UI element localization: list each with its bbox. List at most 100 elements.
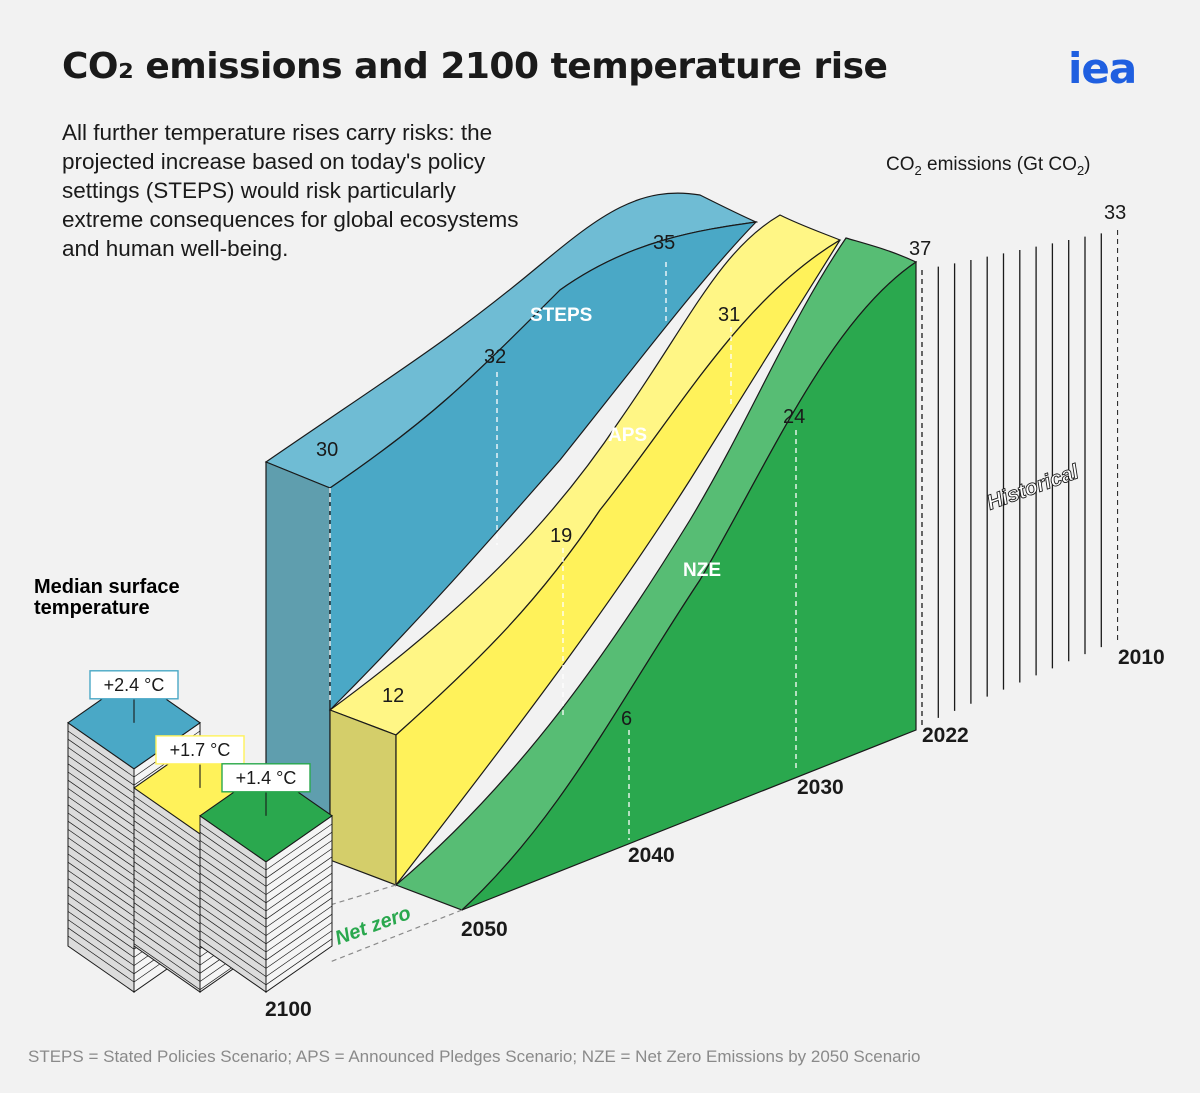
aps-front-face [395,239,841,887]
stack-layer-line [67,804,135,852]
year-2022: 2022 [922,724,969,747]
temp-label-box [89,670,179,700]
stack-layer-line [199,930,267,977]
label-aps: APS [608,425,647,446]
page-subtitle: All further temperature rises carry risk… [62,120,519,261]
stack-layer-line [67,845,135,893]
stack-layer-line [133,902,201,949]
y-axis-label-sub-1: 2 [915,163,922,178]
temp-label-box [155,735,245,765]
iea-logo: iea [1068,44,1137,93]
value-steps-2030: 35 [653,232,675,254]
temp-stack-nze: +1.4 °C [199,763,333,993]
stack-layer-line [265,872,333,920]
stack-layer-line [67,902,135,950]
historical-lines [921,230,1119,725]
temp-label-box [221,763,311,793]
y-axis-label-main: CO [886,154,915,175]
label-steps: STEPS [530,305,592,326]
value-steps-2040: 32 [484,346,506,368]
stack-layer-line [199,840,267,887]
stack-layer-line [67,861,135,909]
stack-layer-line [67,837,135,884]
historical-label: Historical [984,460,1083,515]
year-2100: 2100 [265,998,312,1021]
stack-layer-line [133,943,201,990]
stack-layer-line [265,881,333,928]
stack-layer-line [265,905,333,953]
stack-layer-line [199,864,267,912]
label-nze: NZE [683,560,721,581]
stack-layer-line [67,894,135,942]
stack-layer-line [67,870,135,917]
value-nze-2030: 24 [783,406,805,428]
stack-layer-line [133,804,201,851]
aps-ribbon [328,214,842,887]
y-axis-label-close: ) [1084,154,1090,175]
stack-layer-line [133,812,201,859]
stack-layer-line [133,869,201,917]
stack-layer-line [265,856,333,904]
steps-front-face [329,221,758,712]
stack-layer-line [67,738,135,786]
stack-layer-line [133,894,201,941]
y-axis-label-sub-2: 2 [1077,163,1084,178]
value-labels: 30 32 35 37 12 19 31 6 24 33 [316,202,1126,730]
stack-layer-line [67,771,135,819]
stack-layer-line [133,861,201,908]
stack-layer-line [133,935,201,982]
stack-layer-line [67,829,135,876]
stack-layer-line [133,927,201,974]
stack-layer-line [67,886,135,934]
stack-layer-line [133,853,201,900]
stack-layer-line [133,828,201,876]
stack-layer-line [67,820,135,868]
stack-layer-line [67,763,135,811]
net-zero-line-upper [329,884,397,906]
stack-layer-line [199,905,267,953]
stack-layer-line [67,730,135,778]
stack-layer-line [265,823,333,871]
stack-layer-line [133,910,201,958]
stack-layer-line [265,897,333,945]
stack-layer-line [265,840,333,887]
stack-layer-line [133,845,201,892]
temp-label-steps: +2.4 °C [104,675,165,695]
stack-layer-line [199,872,267,920]
stack-layer-line [265,864,333,912]
net-zero-lines [329,884,463,963]
year-2050: 2050 [461,918,508,941]
stack-layer-line [67,747,135,794]
steps-ribbon [264,192,759,846]
stack-layer-line [133,836,201,884]
value-2022: 37 [909,238,931,260]
net-zero-line-lower [329,909,463,963]
stack-layer-line [67,919,135,966]
stack-layer-line [133,886,201,933]
year-2040: 2040 [628,844,675,867]
footnote: STEPS = Stated Policies Scenario; APS = … [28,1047,921,1066]
stack-layer-line [265,848,333,895]
value-historical-2010: 33 [1104,202,1126,224]
stack-layer-line [199,889,267,936]
value-nze-2040: 6 [621,708,632,730]
temperature-title: Median surface [34,576,180,598]
stack-layer-line [67,853,135,901]
y-axis-label-tail: emissions (Gt CO [922,154,1077,175]
stack-layer-line [199,938,267,986]
stack-layer-line [67,935,135,983]
stack-layer-line [199,831,267,879]
stack-layer-line [133,820,201,867]
stack-left-face [67,721,135,993]
year-2010: 2010 [1118,646,1165,669]
stack-layer-line [67,812,135,860]
stack-layer-line [67,755,135,802]
page-title: CO₂ emissions and 2100 temperature rise [62,46,888,87]
nze-ribbon [394,237,918,911]
stack-layer-line [265,831,333,879]
stack-layer-line [67,788,135,835]
year-2030: 2030 [797,776,844,799]
stack-layer-line [133,795,201,843]
